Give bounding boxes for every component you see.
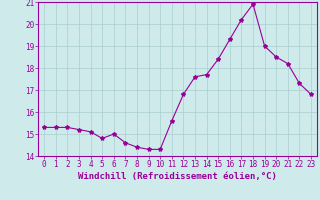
X-axis label: Windchill (Refroidissement éolien,°C): Windchill (Refroidissement éolien,°C) xyxy=(78,172,277,181)
